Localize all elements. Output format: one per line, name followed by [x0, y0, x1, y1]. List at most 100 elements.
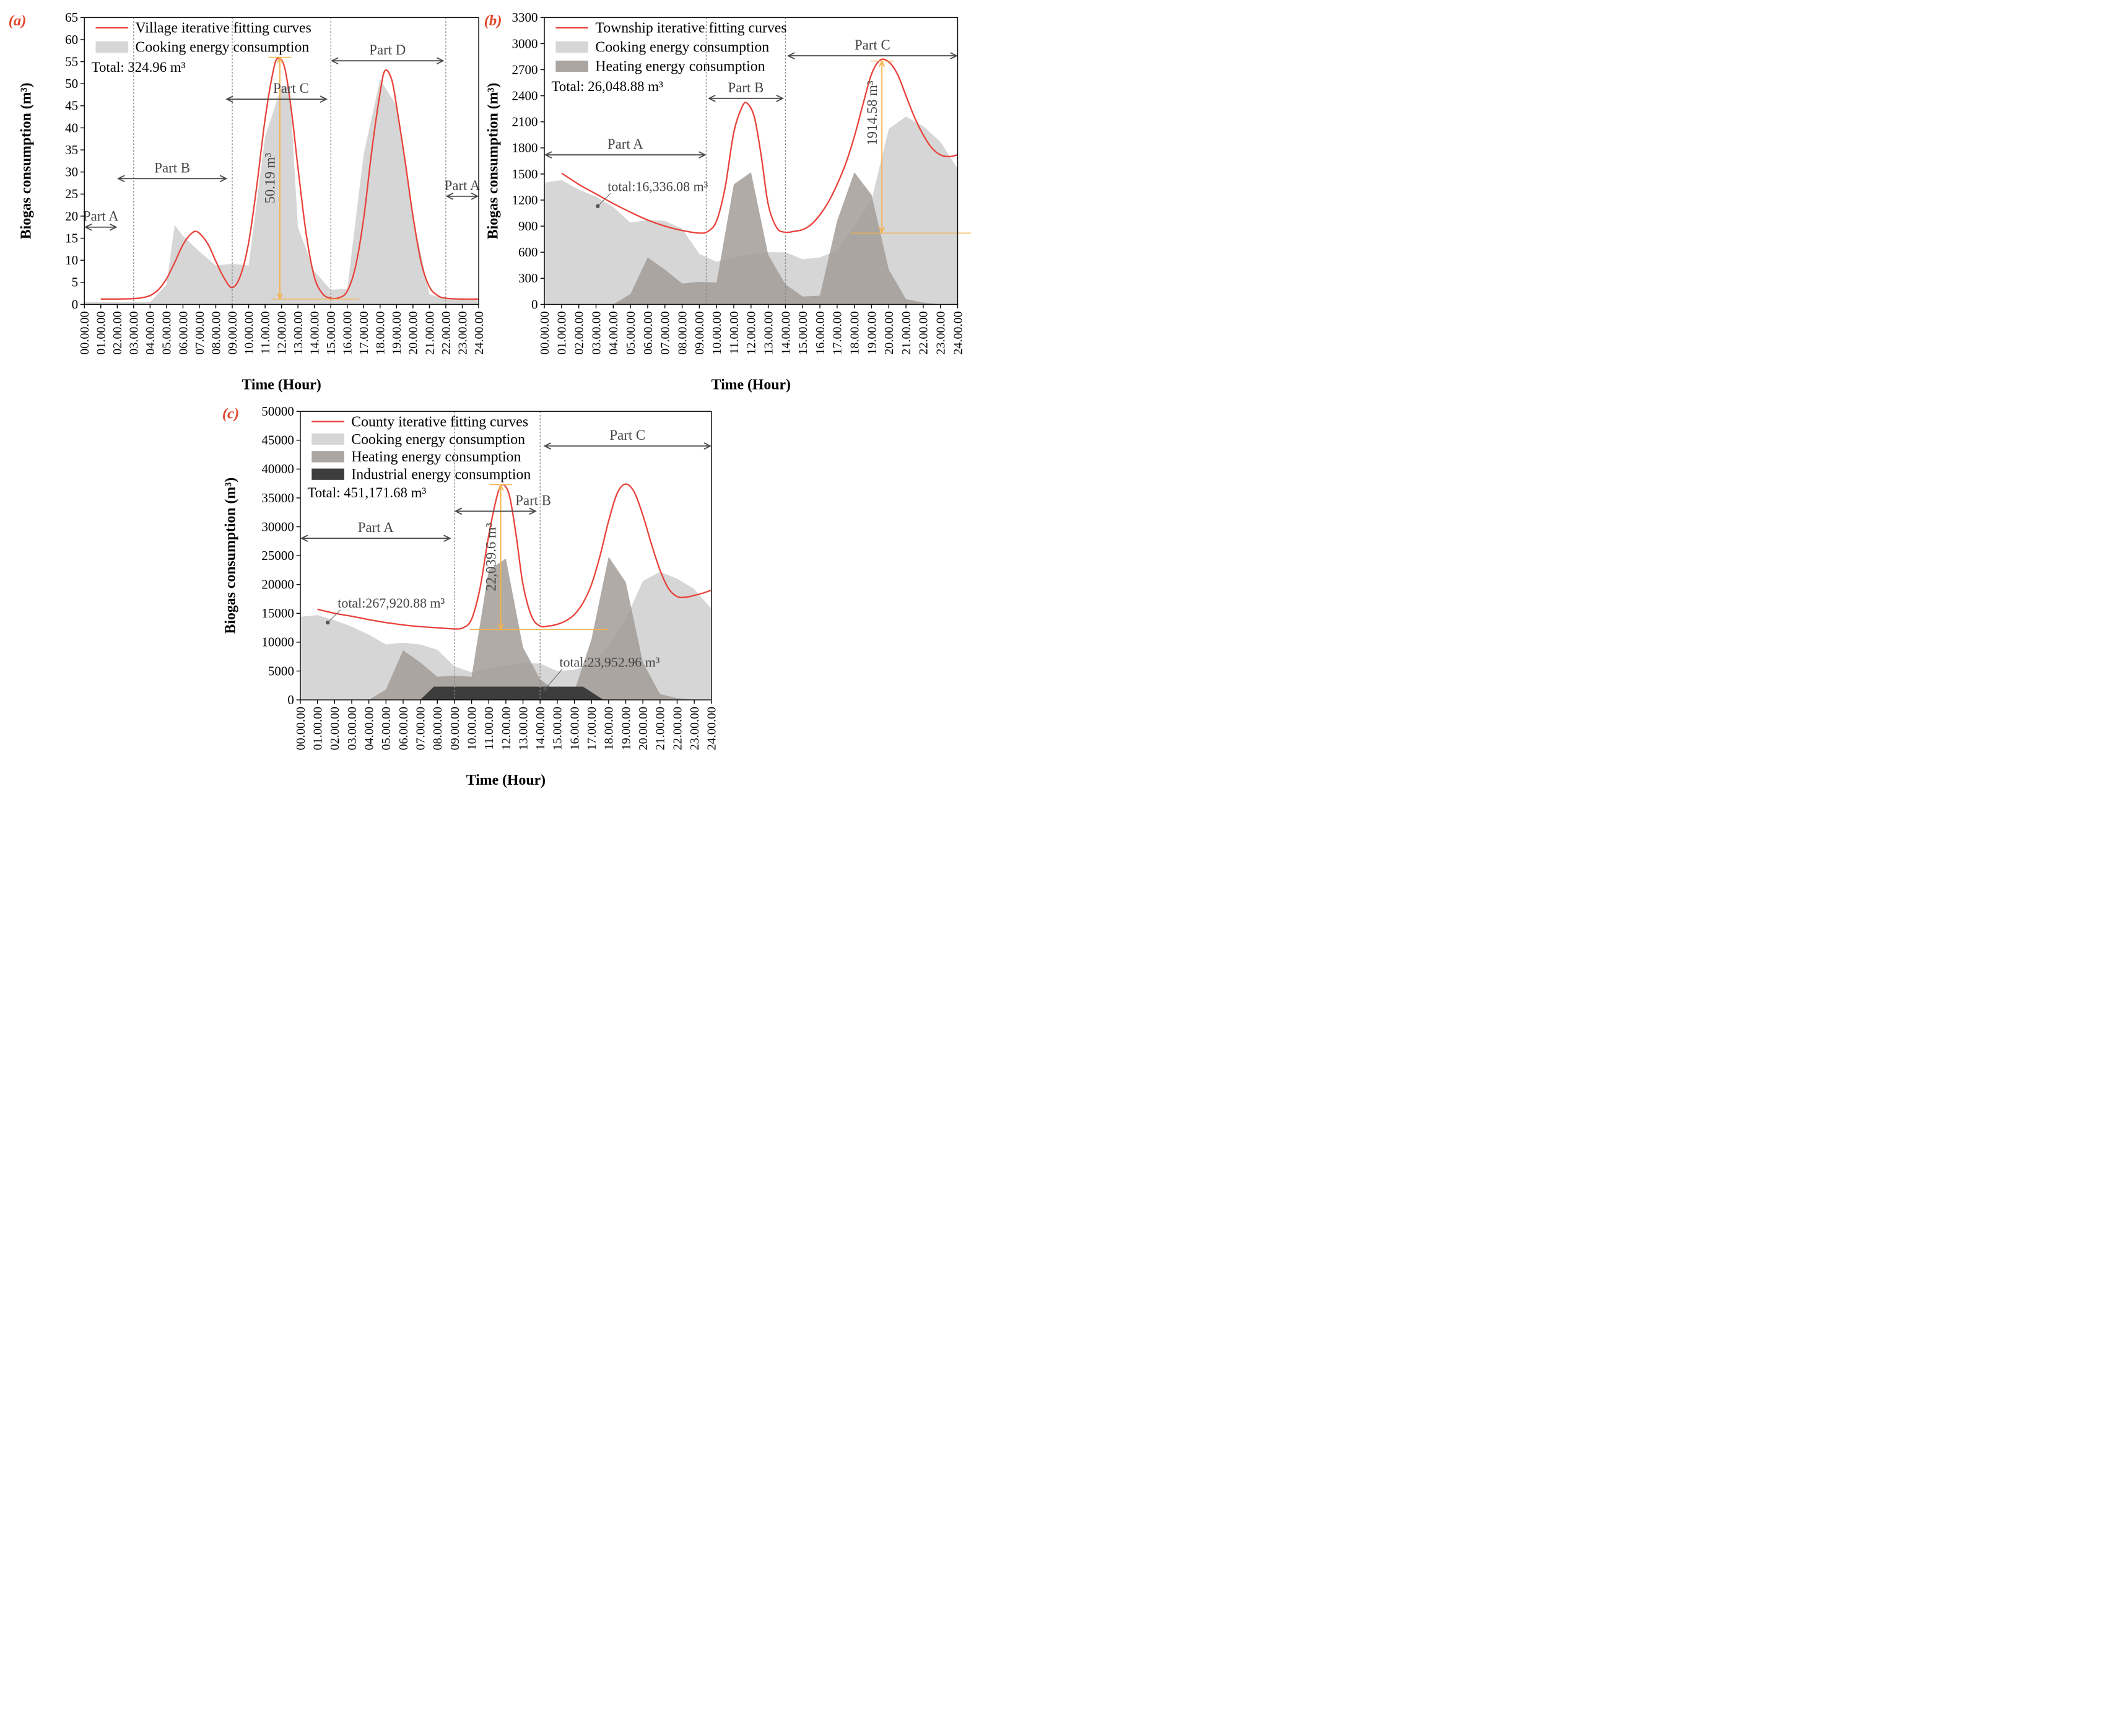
x-tick-label: 11.00.00: [482, 707, 496, 750]
x-tick-label: 09.00.00: [693, 311, 707, 354]
x-tick-label: 21.00.00: [654, 707, 668, 750]
legend-label: Township iterative fitting curves: [595, 20, 786, 37]
x-tick-label: 01.00.00: [95, 311, 108, 354]
x-tick-label: 23.00.00: [934, 311, 948, 354]
x-tick-label: 22.00.00: [671, 707, 684, 750]
legend-swatch-area: [311, 468, 344, 480]
y-tick-label: 300: [518, 271, 538, 286]
legend-label: Heating energy consumption: [351, 449, 521, 465]
total-label: Total: 26,048.88 m³: [552, 79, 664, 94]
part-arrow-head: [300, 534, 308, 543]
y-tick-label: 45: [65, 98, 78, 113]
area-cooking: [84, 79, 479, 305]
x-tick-label: 15.00.00: [324, 311, 338, 354]
legend-swatch-area: [95, 41, 129, 53]
x-tick-label: 05.00.00: [624, 311, 638, 354]
x-tick-label: 21.00.00: [423, 311, 437, 354]
y-tick-label: 35: [65, 142, 78, 157]
part-arrow-head: [445, 193, 454, 200]
panel-label: (a): [9, 12, 27, 29]
y-tick-label: 55: [65, 54, 78, 69]
y-tick-label: 1200: [512, 193, 538, 207]
x-tick-label: 04.00.00: [144, 311, 157, 354]
x-tick-label: 06.00.00: [176, 311, 190, 354]
x-tick-label: 16.00.00: [814, 311, 827, 354]
peak-value-label: 1914.58 m³: [864, 81, 880, 146]
legend-swatch-area: [311, 433, 344, 445]
x-axis-title: Time (Hour): [712, 377, 791, 393]
x-tick-label: 18.00.00: [374, 311, 388, 354]
x-tick-label: 21.00.00: [900, 311, 913, 354]
legend-swatch-area: [311, 451, 344, 463]
x-tick-label: 23.00.00: [688, 707, 702, 750]
x-tick-label: 05.00.00: [380, 707, 393, 750]
y-tick-label: 20000: [261, 577, 294, 592]
x-tick-label: 03.00.00: [128, 311, 141, 354]
peak-arrow-head: [277, 56, 283, 64]
legend-swatch-area: [555, 60, 588, 72]
y-tick-label: 1500: [512, 167, 538, 181]
part-label: Part A: [445, 178, 481, 193]
x-tick-label: 02.00.00: [328, 707, 342, 750]
x-tick-label: 08.00.00: [209, 311, 223, 354]
x-tick-label: 20.00.00: [882, 311, 896, 354]
fitting-curve: [100, 57, 479, 300]
x-tick-label: 13.00.00: [292, 311, 305, 354]
x-tick-label: 05.00.00: [160, 311, 174, 354]
part-label: Part A: [358, 520, 394, 535]
y-tick-label: 30000: [261, 519, 294, 534]
x-tick-label: 22.00.00: [917, 311, 931, 354]
part-arrow-head: [331, 57, 339, 65]
x-tick-label: 22.00.00: [440, 311, 453, 354]
peak-arrow-head: [879, 227, 886, 234]
peak-arrow-head: [277, 293, 283, 300]
x-tick-label: 07.00.00: [193, 311, 207, 354]
x-tick-label: 20.00.00: [407, 311, 420, 354]
x-tick-label: 03.00.00: [590, 311, 603, 354]
part-arrow-head: [454, 507, 463, 515]
x-tick-label: 01.00.00: [311, 707, 325, 750]
part-arrow-head: [219, 175, 228, 183]
part-arrow-head: [320, 95, 328, 103]
x-tick-label: 12.00.00: [500, 707, 513, 750]
x-axis-title: Time (Hour): [242, 377, 321, 393]
fitting-curve: [317, 483, 712, 630]
legend-label: Village iterative fitting curves: [136, 20, 311, 37]
plot-area: [300, 411, 712, 700]
part-arrow-head: [109, 223, 118, 231]
legend-label: Cooking energy consumption: [136, 40, 310, 56]
panel-label: (b): [484, 12, 502, 29]
y-tick-label: 50000: [261, 404, 294, 419]
x-tick-label: 01.00.00: [555, 311, 569, 354]
part-arrow-head: [117, 175, 125, 183]
y-tick-label: 3000: [512, 36, 538, 51]
x-tick-label: 15.00.00: [796, 311, 810, 354]
part-arrow-head: [786, 52, 795, 59]
x-tick-label: 09.00.00: [448, 707, 462, 750]
x-tick-label: 17.00.00: [831, 311, 845, 354]
y-tick-label: 60: [65, 32, 78, 47]
y-tick-label: 40: [65, 120, 78, 135]
x-tick-label: 19.00.00: [865, 311, 879, 354]
part-arrow-head: [544, 151, 552, 159]
legend-label: Cooking energy consumption: [595, 40, 769, 56]
x-tick-label: 10.00.00: [242, 311, 256, 354]
x-tick-label: 07.00.00: [414, 707, 427, 750]
part-label: Part A: [83, 209, 119, 224]
x-tick-label: 11.00.00: [259, 311, 272, 354]
y-tick-label: 25000: [261, 548, 294, 563]
x-tick-label: 14.00.00: [308, 311, 322, 354]
y-tick-label: 600: [518, 245, 538, 260]
x-tick-label: 13.00.00: [762, 311, 775, 354]
peak-arrow-head: [497, 623, 504, 630]
total-label: Total: 324.96 m³: [92, 59, 186, 75]
y-tick-label: 0: [531, 297, 538, 312]
part-label: Part C: [609, 427, 645, 443]
y-tick-label: 900: [518, 219, 538, 233]
legend-label: County iterative fitting curves: [351, 414, 528, 430]
part-label: Part D: [369, 42, 406, 58]
y-axis-title: Biogas consumption (m³): [485, 83, 502, 240]
x-tick-label: 16.00.00: [568, 707, 581, 750]
y-tick-label: 5: [72, 275, 79, 290]
